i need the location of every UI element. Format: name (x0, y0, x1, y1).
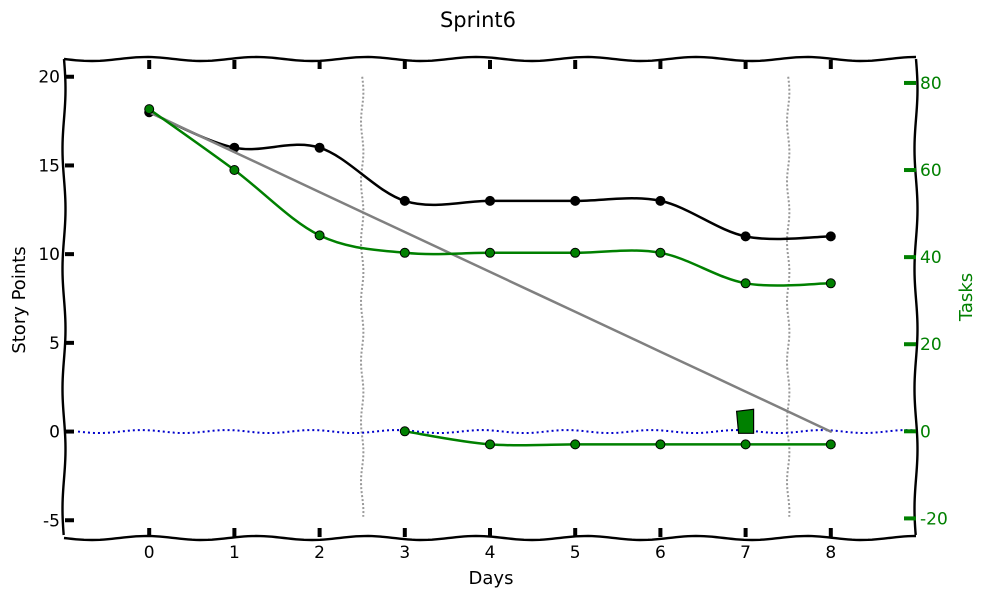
sprint-boundary-line-1 (786, 76, 791, 517)
y-tick-label-15: 15 (38, 156, 60, 176)
y2-tick-label-20: 20 (920, 335, 942, 355)
series-line-tasks_negative (403, 430, 833, 447)
point-tasks-4 (485, 247, 495, 258)
x-tick-label-4: 4 (485, 543, 496, 563)
point-story_points-2 (314, 142, 325, 153)
chart-title: Sprint6 (440, 8, 516, 32)
point-tasks-3 (399, 247, 410, 258)
point-story_points-7 (740, 231, 751, 242)
series-line-story_points (147, 110, 833, 241)
y2-tick-label-0: 0 (920, 422, 931, 442)
series-line-ideal (147, 110, 833, 433)
point-tasks_negative-8 (825, 439, 836, 450)
y2-tick-label-80: 80 (920, 74, 942, 94)
x-tick-label-6: 6 (655, 543, 666, 563)
sprint-boundary-line-0 (360, 76, 365, 517)
plot-border-left (61, 58, 67, 536)
y2-tick-label-60: 60 (920, 161, 942, 181)
x-tick-label-0: 0 (144, 543, 155, 563)
x-tick-label-3: 3 (399, 543, 410, 563)
x-tick-label-1: 1 (229, 543, 240, 563)
y-tick-label-10: 10 (38, 245, 60, 265)
x-axis-label: Days (469, 568, 514, 589)
plot-border-top (63, 55, 917, 63)
y-axis-label: Story Points (9, 246, 30, 353)
point-tasks-0 (144, 104, 155, 115)
point-story_points-4 (485, 195, 495, 206)
flag-marker (735, 408, 755, 434)
point-story_points-3 (399, 195, 410, 206)
point-story_points-5 (570, 195, 581, 206)
plot-area: 0 1 2 3 4 5 6 7 8 -5 0 5 10 15 20 -20 0 20 40 60 80 (38, 55, 948, 563)
y-tick-label-5: 5 (49, 334, 60, 354)
point-tasks_negative-4 (485, 439, 495, 450)
y2-axis-label: Tasks (956, 273, 977, 322)
point-tasks_negative-6 (655, 439, 666, 450)
x-tick-label-5: 5 (570, 543, 581, 563)
y-tick-label--5: -5 (43, 511, 60, 531)
y2-tick-label--20: -20 (920, 509, 948, 529)
point-tasks_negative-7 (740, 439, 751, 450)
point-tasks_negative-5 (570, 439, 581, 450)
point-tasks-1 (229, 165, 240, 175)
y-tick-label-20: 20 (38, 68, 60, 88)
plot-border-right (913, 58, 919, 536)
point-tasks_negative-3 (399, 426, 410, 437)
point-tasks-6 (655, 247, 666, 258)
point-tasks-5 (570, 247, 581, 258)
point-story_points-6 (655, 195, 666, 206)
point-story_points-8 (825, 231, 836, 242)
y2-tick-label-40: 40 (920, 248, 942, 268)
x-tick-label-8: 8 (825, 543, 836, 563)
x-tick-label-7: 7 (740, 543, 751, 563)
point-tasks-2 (314, 230, 325, 241)
point-tasks-7 (740, 278, 751, 289)
point-tasks-8 (825, 278, 836, 289)
x-tick-label-2: 2 (314, 543, 325, 563)
y-tick-label-0: 0 (49, 423, 60, 443)
